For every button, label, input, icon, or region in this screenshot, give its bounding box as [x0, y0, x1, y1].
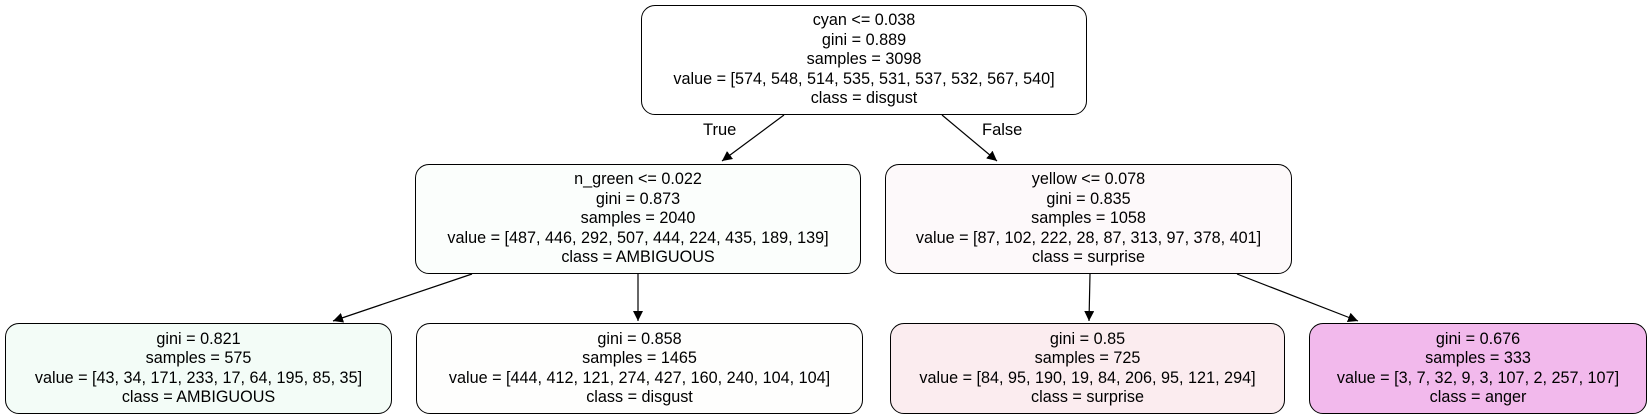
- node-class: class = disgust: [810, 89, 918, 108]
- node-class: class = surprise: [1031, 388, 1144, 406]
- node-value: value = [87, 102, 222, 28, 87, 313, 97, …: [915, 228, 1262, 247]
- node-value: value = [3, 7, 32, 9, 3, 107, 2, 257, 10…: [1336, 368, 1620, 387]
- edge-root-left: [721, 114, 785, 162]
- node-samples: samples = 2040: [580, 209, 696, 228]
- node-samples: samples = 333: [1425, 349, 1531, 367]
- node-samples: samples = 725: [1034, 349, 1141, 367]
- node-samples: samples = 3098: [806, 50, 922, 69]
- node-split-rule: cyan <= 0.038: [812, 11, 916, 30]
- node-class: class = AMBIGUOUS: [121, 388, 276, 406]
- tree-leaf-right-left: gini = 0.85 samples = 725 value = [84, 9…: [890, 323, 1285, 414]
- node-value: value = [574, 548, 514, 535, 531, 537, 5…: [673, 69, 1055, 88]
- node-value: value = [84, 95, 190, 19, 84, 206, 95, 1…: [919, 368, 1256, 387]
- node-gini: gini = 0.889: [821, 30, 907, 49]
- node-split-rule: n_green <= 0.022: [574, 170, 702, 189]
- node-gini: gini = 0.858: [597, 329, 682, 348]
- node-samples: samples = 1465: [582, 349, 697, 367]
- node-value: value = [487, 446, 292, 507, 444, 224, 4…: [447, 228, 829, 247]
- tree-node-right: yellow <= 0.078 gini = 0.835 samples = 1…: [885, 164, 1292, 274]
- node-gini: gini = 0.821: [156, 329, 241, 348]
- node-class: class = AMBIGUOUS: [561, 248, 715, 267]
- edge-label-false: False: [982, 121, 1023, 139]
- node-gini: gini = 0.676: [1435, 329, 1521, 348]
- edge-right-rightleft: [1084, 273, 1095, 322]
- node-class: class = disgust: [586, 388, 693, 406]
- node-class: class = surprise: [1032, 248, 1145, 267]
- tree-leaf-right-right: gini = 0.676 samples = 333 value = [3, 7…: [1309, 323, 1647, 414]
- node-value: value = [444, 412, 121, 274, 427, 160, 2…: [448, 368, 831, 387]
- node-class: class = anger: [1429, 388, 1527, 406]
- edge-left-leftleft: [332, 273, 473, 323]
- tree-node-root: cyan <= 0.038 gini = 0.889 samples = 309…: [641, 5, 1087, 115]
- node-samples: samples = 575: [145, 349, 252, 367]
- node-samples: samples = 1058: [1031, 209, 1146, 228]
- node-gini: gini = 0.873: [595, 189, 681, 208]
- edge-label-true: True: [703, 121, 737, 139]
- edge-root-right: [941, 114, 998, 162]
- tree-leaf-left-right: gini = 0.858 samples = 1465 value = [444…: [416, 323, 863, 414]
- node-gini: gini = 0.85: [1049, 329, 1126, 348]
- edge-right-rightright: [1236, 273, 1359, 323]
- tree-node-left: n_green <= 0.022 gini = 0.873 samples = …: [415, 164, 861, 274]
- tree-leaf-left-left: gini = 0.821 samples = 575 value = [43, …: [5, 323, 392, 414]
- node-value: value = [43, 34, 171, 233, 17, 64, 195, …: [34, 368, 363, 387]
- node-split-rule: yellow <= 0.078: [1031, 170, 1146, 189]
- node-gini: gini = 0.835: [1046, 189, 1131, 208]
